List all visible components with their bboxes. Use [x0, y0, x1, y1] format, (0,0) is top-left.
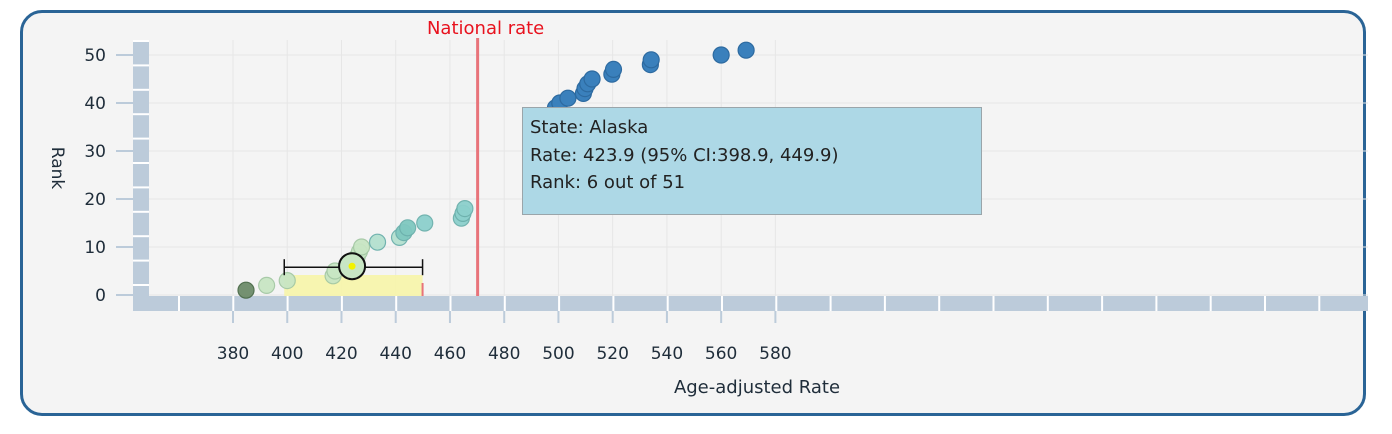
- data-point: [352, 238, 371, 256]
- data-point: [642, 51, 660, 69]
- data-point: [456, 200, 474, 218]
- confidence-interval-band: [284, 275, 423, 296]
- y-tick-label: 40: [84, 94, 106, 114]
- x-tick-label: 540: [651, 344, 683, 364]
- x-tick-label: 380: [217, 344, 249, 364]
- data-point: [368, 233, 387, 251]
- x-tick-label: 460: [434, 344, 466, 364]
- hover-tooltip: State: Alaska Rate: 423.9 (95% CI:398.9,…: [522, 107, 982, 215]
- data-point: [583, 70, 601, 88]
- data-point: [278, 272, 296, 290]
- tooltip-rank: Rank: 6 out of 51: [530, 172, 686, 193]
- y-tick-label: 50: [84, 46, 106, 66]
- x-tick-label: 560: [705, 344, 737, 364]
- data-point: [712, 46, 730, 64]
- x-tick-label: 480: [488, 344, 520, 364]
- tooltip-rate: Rate: 423.9 (95% CI:398.9, 449.9): [530, 144, 839, 166]
- y-axis-title: Rank: [47, 147, 67, 190]
- x-axis-title: Age-adjusted Rate: [674, 377, 840, 398]
- y-tick-label: 0: [95, 286, 106, 306]
- y-tick-label: 20: [84, 190, 106, 210]
- data-point: [737, 41, 755, 59]
- data-point: [559, 89, 577, 107]
- data-point: [258, 276, 276, 294]
- x-tick-label: 440: [379, 344, 411, 364]
- x-tick-label: 420: [325, 344, 357, 364]
- data-point: [604, 60, 623, 79]
- x-axis-band: [133, 296, 1368, 311]
- highlighted-point-center: [348, 262, 356, 270]
- y-axis-band: [133, 40, 149, 311]
- x-tick-label: 580: [759, 344, 791, 364]
- x-tick-label: 400: [271, 344, 303, 364]
- data-point: [399, 219, 417, 237]
- data-point: [416, 214, 434, 232]
- x-tick-label: 500: [542, 344, 574, 364]
- tooltip-state: State: Alaska: [530, 117, 649, 138]
- national-rate-label: National rate: [427, 18, 544, 39]
- data-point: [237, 281, 255, 299]
- y-tick-label: 30: [84, 142, 106, 162]
- x-tick-label: 520: [596, 344, 628, 364]
- y-tick-label: 10: [84, 238, 106, 258]
